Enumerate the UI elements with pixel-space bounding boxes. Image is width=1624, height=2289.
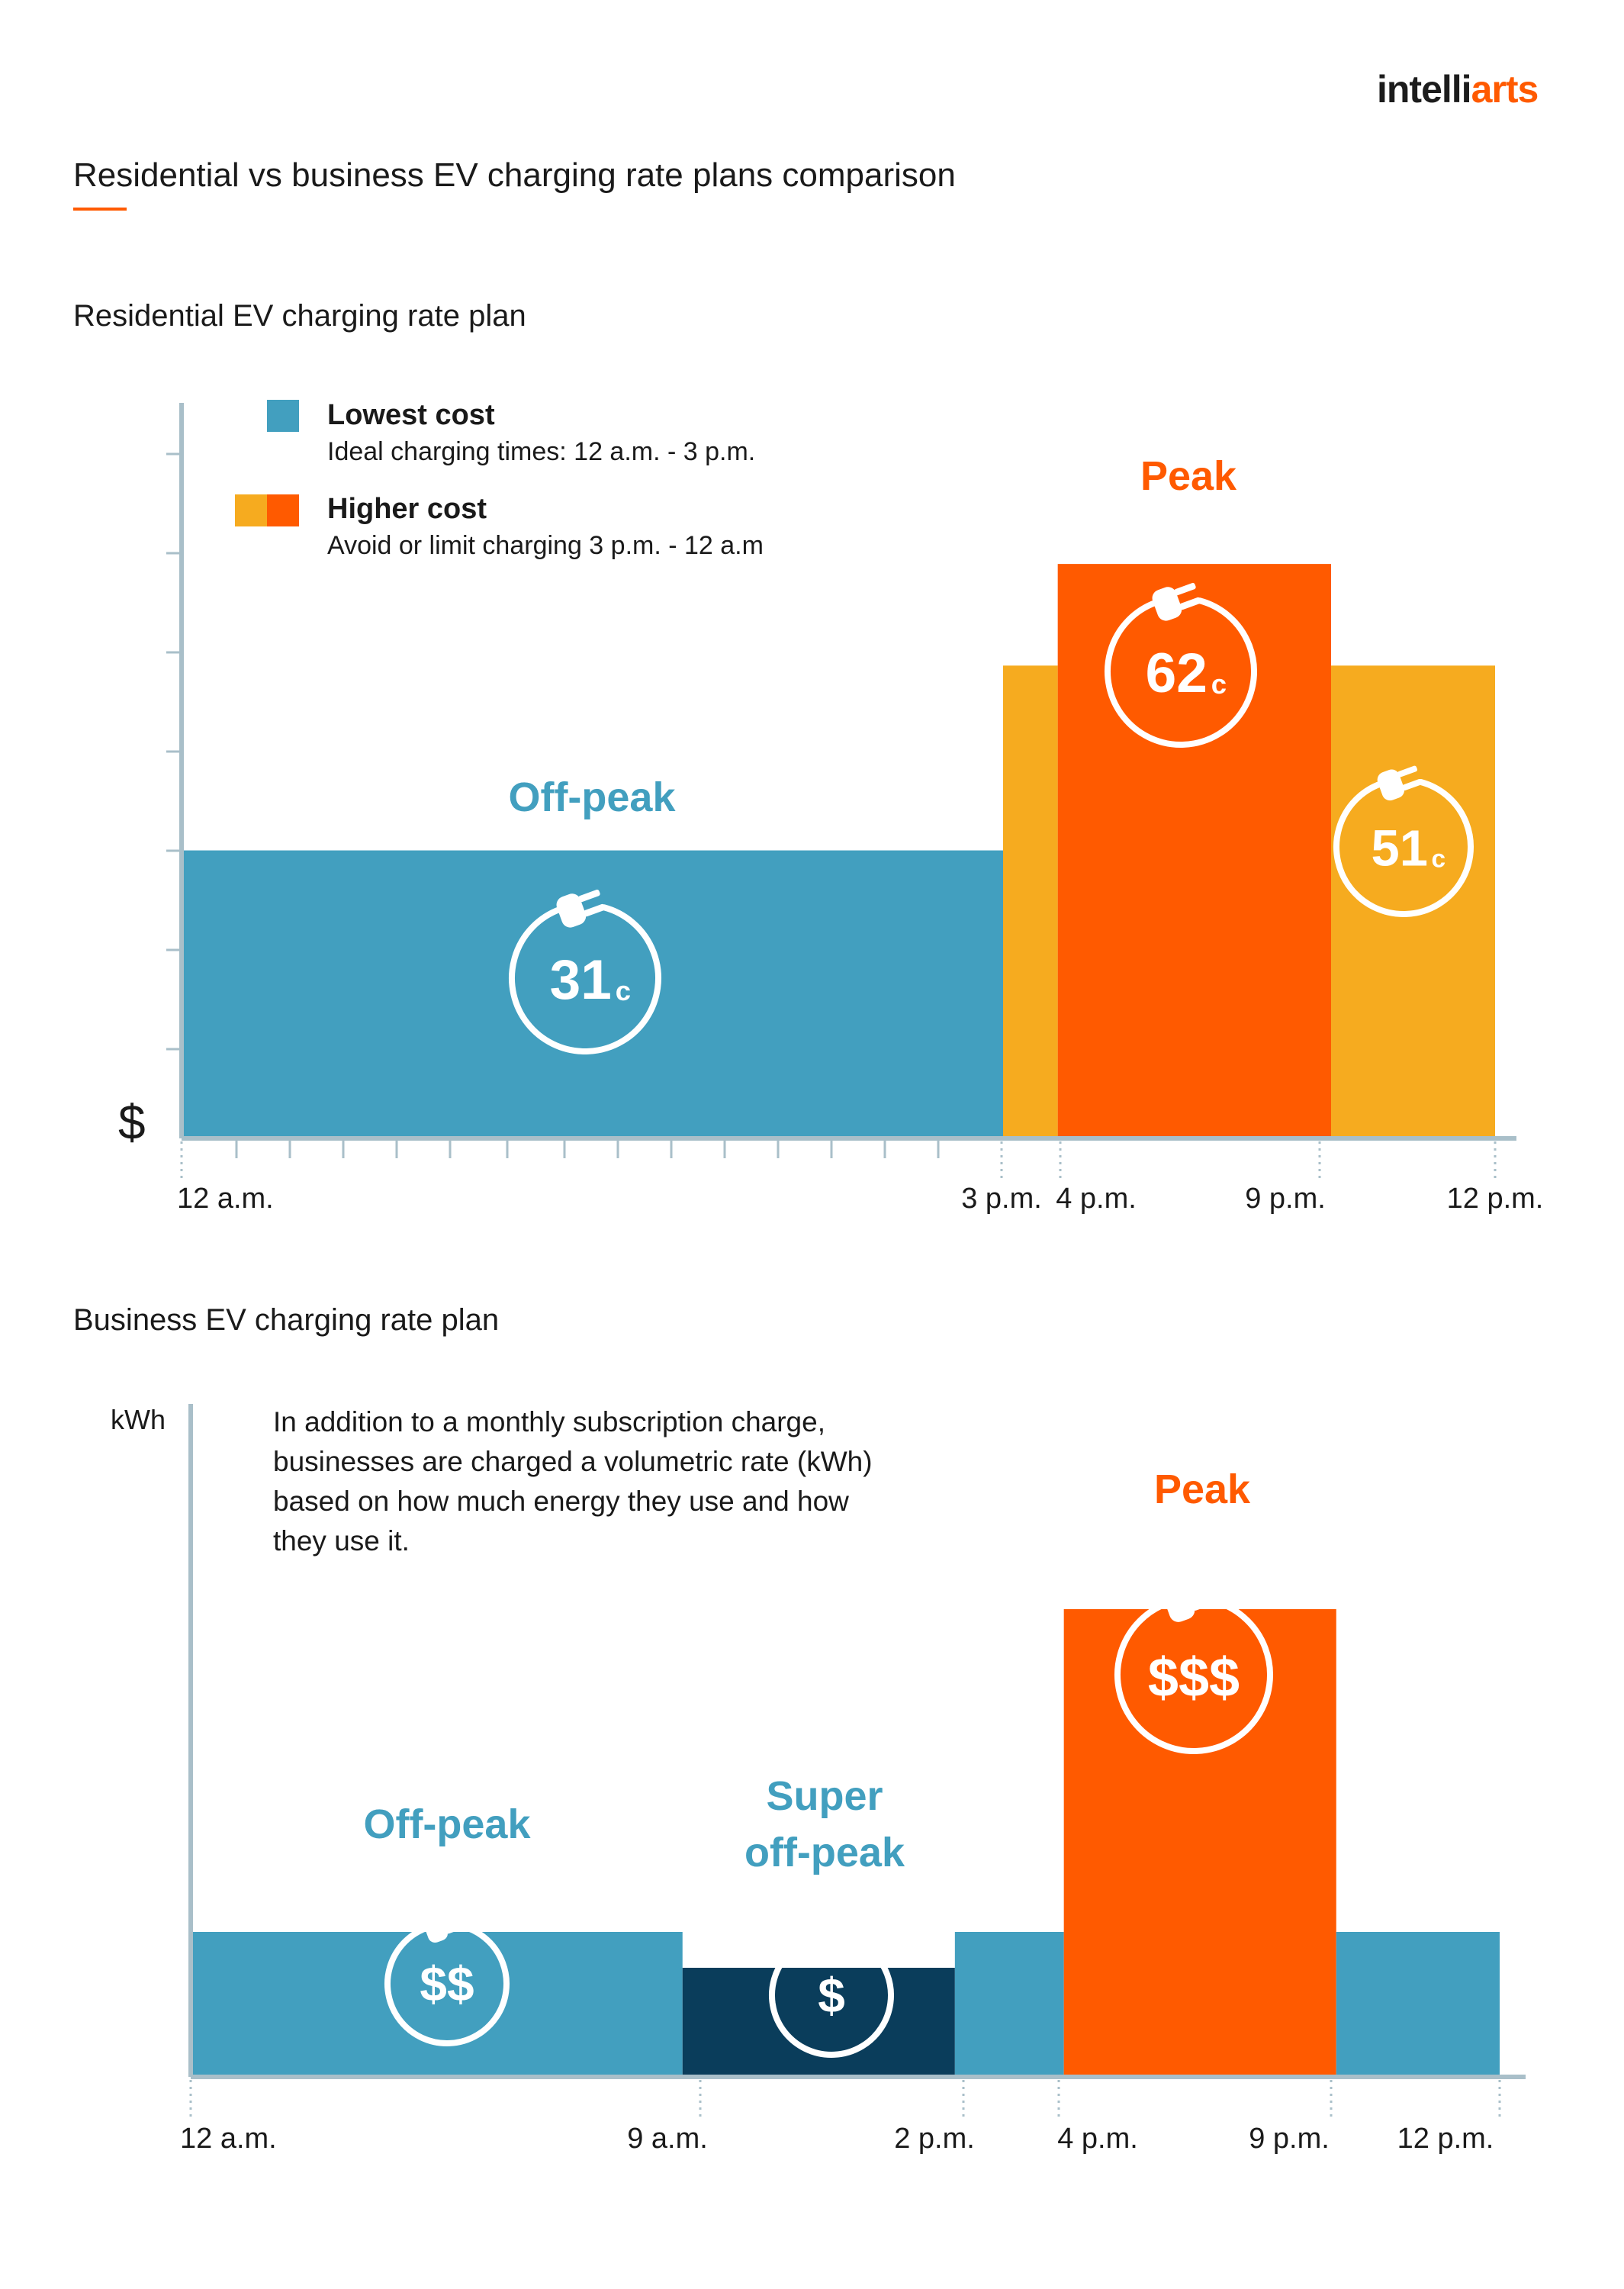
x-tick-label: 12 p.m. [1447,1183,1544,1215]
badge-ring [1114,1598,1273,1754]
badge-value: $$ [420,1956,474,2011]
plug-prong [830,1935,848,1946]
plug-body [423,1915,448,1943]
plug-prong [1402,778,1423,790]
plug-icon [1377,765,1423,801]
badge-unit: c [1431,845,1446,873]
plug-icon [423,1911,464,1943]
x-tick-label: 9 a.m. [627,2123,708,2155]
badge-ring [1105,597,1257,748]
x-tick-label: 3 p.m. [961,1183,1042,1215]
note-line: In addition to a monthly subscription ch… [273,1406,825,1437]
title-underline [73,208,127,211]
x-tick-label: 9 p.m. [1249,2123,1330,2155]
annotation-peak: Peak [1154,1466,1251,1512]
plug-prong [441,1911,459,1922]
badge-value: 31 [550,949,612,1011]
plug-prong [825,1923,844,1933]
plug-icon [556,889,606,928]
page-title: Residential vs business EV charging rate… [73,156,956,194]
legend-swatch-amber [235,494,267,526]
plug-body [808,1927,832,1955]
badge-unit: c [616,975,631,1006]
plug-badge: $$ [384,1911,510,2046]
annotation-off-peak: Off-peak [508,774,676,820]
legend-swatch-orange [267,494,299,526]
y-axis-label: kWh [111,1404,166,1435]
bar [682,1968,955,2075]
plug-body [1152,587,1182,621]
plug-prong [445,1924,464,1934]
x-tick-label: 12 a.m. [177,1183,274,1215]
bar [1331,665,1495,1137]
note-line: businesses are charged a volumetric rate… [273,1446,873,1477]
annotation-off-peak-2: off-peak [744,1830,905,1875]
plug-prong [578,889,600,903]
bar [1336,1932,1500,2075]
x-tick-label: 12 a.m. [180,2123,277,2155]
bar [1003,665,1058,1137]
x-tick-label: 12 p.m. [1397,2123,1494,2155]
badge-value: 51 [1372,820,1428,877]
plug-prong [584,903,606,917]
plug-body [556,893,587,928]
plug-prong [1192,1597,1215,1611]
legend-swatch-lowest [267,400,299,432]
note-line: based on how much energy they use and ho… [273,1486,849,1517]
x-tick-label: 9 p.m. [1245,1183,1326,1215]
y-axis-symbol: $ [118,1095,146,1150]
brand-logo: intelliarts [1377,67,1539,111]
plug-prong [1179,597,1201,610]
badge-ring [509,904,661,1054]
business-note: In addition to a monthly subscription ch… [273,1402,1021,1561]
bar [183,850,1003,1137]
plug-body [1163,1586,1195,1622]
badge-value: 62 [1146,642,1208,704]
badge-ring [384,1923,510,2046]
badge-unit: c [1211,668,1227,700]
annotation-off-peak: Off-peak [363,1801,531,1847]
x-tick-label: 4 p.m. [1057,2123,1138,2155]
brand-logo-part1: intelli [1377,68,1472,111]
plug-icon [1163,1582,1215,1622]
annotation-peak: Peak [1140,453,1237,499]
plug-badge: $ [768,1923,894,2058]
plug-icon [1152,582,1201,621]
x-tick-label: 4 p.m. [1056,1183,1137,1215]
plug-icon [808,1923,848,1955]
plug-prong [1397,765,1418,777]
note-line: they use it. [273,1525,410,1557]
plug-badge: $$$ [1114,1582,1273,1754]
bar [192,1932,683,2075]
badge-ring [768,1934,894,2058]
legend-title: Lowest cost [327,399,495,431]
badge-value: $ [818,1968,845,2023]
badge-value: $$$ [1148,1647,1240,1708]
bar [1057,564,1331,1137]
plug-badge: 62 c [1105,582,1257,748]
bar [1063,1609,1336,2075]
legend-subtitle: Ideal charging times: 12 a.m. - 3 p.m. [327,437,755,466]
plug-prong [1174,582,1196,596]
plug-badge: 51 c [1333,765,1474,917]
plug-prong [1186,1582,1210,1596]
x-tick-label: 2 p.m. [894,2123,975,2155]
annotation-super: Super [766,1773,883,1819]
badge-ring [1333,779,1474,917]
business-section-title: Business EV charging rate plan [73,1303,500,1337]
legend-title: Higher cost [327,493,487,525]
residential-section-title: Residential EV charging rate plan [73,299,526,333]
plug-badge: 31 c [509,889,661,1054]
brand-logo-part2: arts [1471,68,1539,111]
legend-subtitle: Avoid or limit charging 3 p.m. - 12 a.m [327,531,764,560]
plug-body [1377,769,1405,801]
bar [954,1932,1064,2075]
